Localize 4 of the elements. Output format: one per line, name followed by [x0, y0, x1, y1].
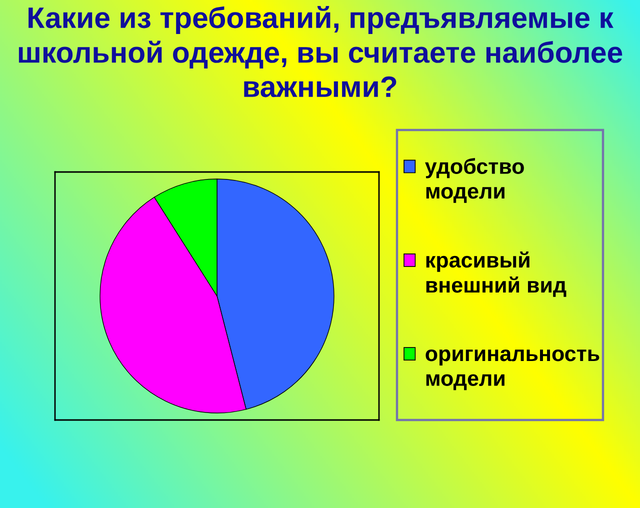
legend-label: удобство модели — [425, 158, 524, 203]
legend-label: оригинальность модели — [426, 349, 600, 390]
legend-label: красивый внешний вид — [426, 251, 566, 297]
chart-title: Какие из требований, предъявляемые к школьной одежде, вы считаете наиболее важными? — [18, 6, 622, 98]
